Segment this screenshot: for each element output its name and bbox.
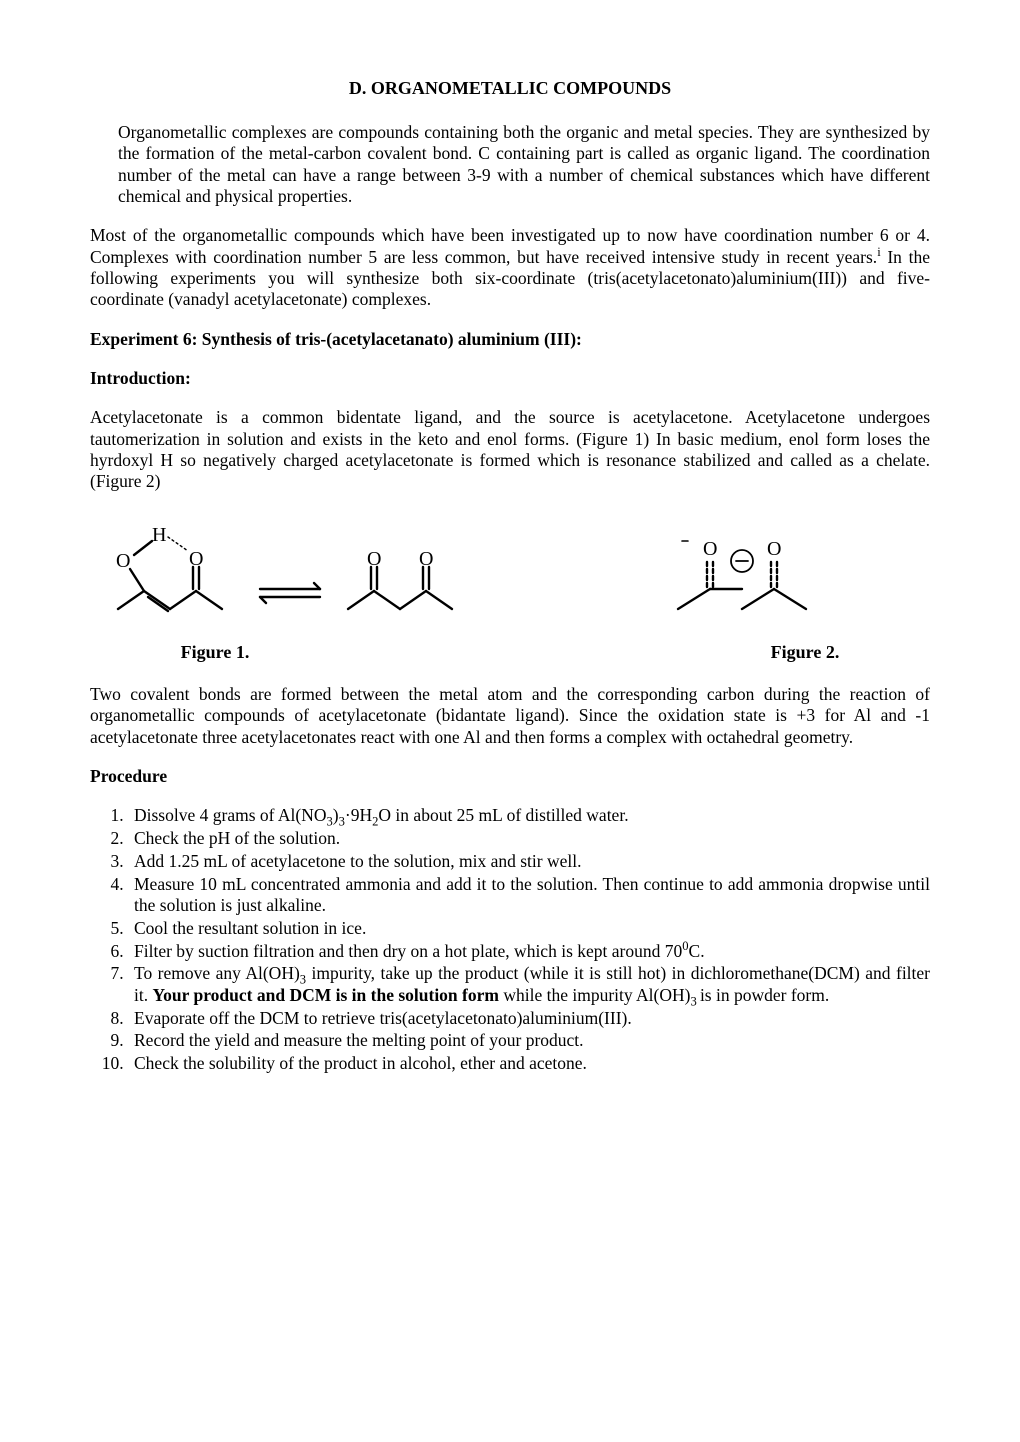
svg-text:O: O [419, 548, 433, 570]
procedure-step-4: Measure 10 mL concentrated ammonia and a… [128, 874, 930, 917]
intro-paragraph-2: Most of the organometallic compounds whi… [90, 225, 930, 310]
sub-3d: 3 [690, 994, 699, 1008]
step7-e: is in powder form. [700, 985, 829, 1005]
svg-text:H: H [152, 524, 166, 546]
procedure-step-3: Add 1.25 mL of acetylacetone to the solu… [128, 851, 930, 873]
svg-text:O: O [367, 548, 381, 570]
procedure-list: Dissolve 4 grams of Al(NO3)3·9H2O in abo… [128, 805, 930, 1074]
procedure-step-6: Filter by suction filtration and then dr… [128, 941, 930, 963]
document-page: D. ORGANOMETALLIC COMPOUNDS Organometall… [0, 0, 1020, 1442]
svg-text:O: O [189, 548, 203, 570]
step7-c-bold: Your product and DCM is in the solution … [152, 985, 498, 1005]
intro-paragraph-1: Organometallic complexes are compounds c… [90, 122, 930, 207]
figure-2-caption: Figure 2. [680, 642, 930, 664]
figure-1-svg: O H O [90, 511, 610, 631]
after-figure-paragraph: Two covalent bonds are formed between th… [90, 684, 930, 748]
procedure-step-1: Dissolve 4 grams of Al(NO3)3·9H2O in abo… [128, 805, 930, 827]
figure-2-container: O O [650, 511, 910, 636]
step1-d: O in about 25 mL of distilled water. [378, 805, 628, 825]
procedure-step-2: Check the pH of the solution. [128, 828, 930, 850]
svg-text:O: O [703, 538, 717, 560]
introduction-heading: Introduction: [90, 368, 930, 389]
introduction-paragraph: Acetylacetonate is a common bidentate li… [90, 407, 930, 492]
step1-a: Dissolve 4 grams of Al(NO [134, 805, 326, 825]
caption-spacer [340, 642, 680, 664]
figures-row: O H O [90, 511, 930, 636]
procedure-step-5: Cool the resultant solution in ice. [128, 918, 930, 940]
figure-2-svg: O O [650, 511, 910, 631]
procedure-step-9: Record the yield and measure the melting… [128, 1030, 930, 1052]
procedure-step-8: Evaporate off the DCM to retrieve tris(a… [128, 1008, 930, 1030]
step6-a: Filter by suction filtration and then dr… [134, 941, 682, 961]
svg-text:O: O [116, 550, 130, 572]
svg-text:O: O [767, 538, 781, 560]
step6-b: C. [689, 941, 705, 961]
page-title: D. ORGANOMETALLIC COMPOUNDS [90, 78, 930, 100]
figure-1-container: O H O [90, 511, 610, 636]
step1-c: ·9H [345, 805, 372, 825]
figure-1-caption: Figure 1. [90, 642, 340, 664]
procedure-step-10: Check the solubility of the product in a… [128, 1053, 930, 1075]
experiment-heading: Experiment 6: Synthesis of tris-(acetyla… [90, 329, 930, 350]
caption-row: Figure 1. Figure 2. [90, 642, 930, 664]
step7-d: while the impurity Al(OH) [499, 985, 691, 1005]
step7-a: To remove any Al(OH) [134, 963, 300, 983]
intro-para-b: acetylacetonate [346, 450, 454, 470]
intro2-text-a: Most of the organometallic compounds whi… [90, 225, 930, 266]
procedure-heading: Procedure [90, 766, 930, 787]
procedure-step-7: To remove any Al(OH)3 impurity, take up … [128, 963, 930, 1006]
